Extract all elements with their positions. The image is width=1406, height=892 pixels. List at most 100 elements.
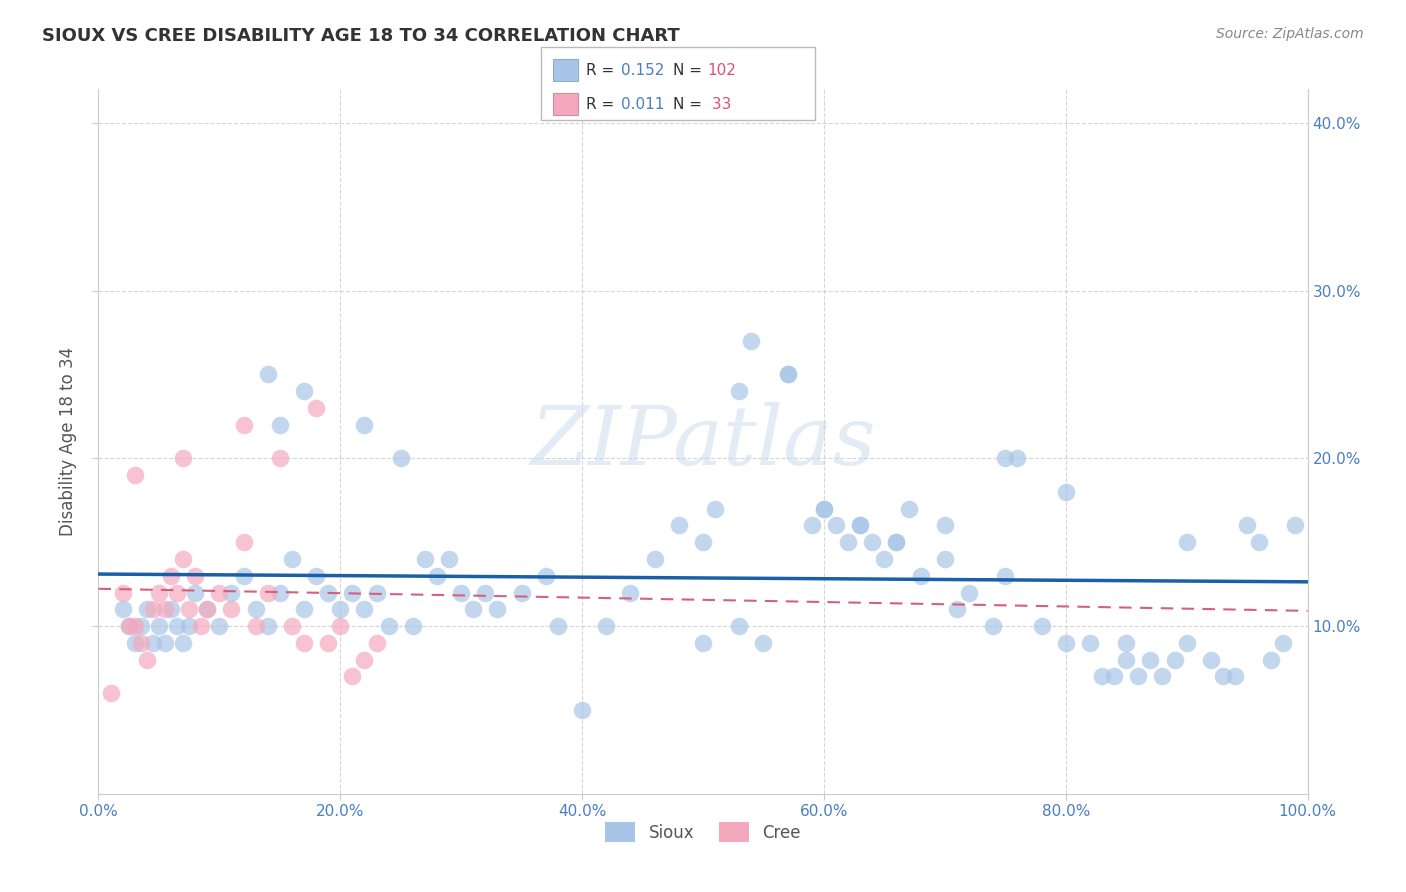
Point <box>692 636 714 650</box>
Point <box>232 535 254 549</box>
Point <box>886 535 908 549</box>
Text: 33: 33 <box>707 97 731 112</box>
Point <box>148 585 170 599</box>
Point <box>389 451 412 466</box>
Point <box>994 568 1017 582</box>
Point <box>668 518 690 533</box>
Point <box>142 636 165 650</box>
Point <box>269 585 291 599</box>
Point <box>342 585 364 599</box>
Point <box>281 619 304 633</box>
Text: 0.011: 0.011 <box>621 97 665 112</box>
Point <box>292 384 315 399</box>
Point <box>135 653 157 667</box>
Text: 0.152: 0.152 <box>621 63 665 78</box>
Point <box>1175 535 1198 549</box>
Text: Source: ZipAtlas.com: Source: ZipAtlas.com <box>1216 27 1364 41</box>
Point <box>221 602 243 616</box>
Point <box>124 636 146 650</box>
Point <box>1078 636 1101 650</box>
Point <box>619 585 641 599</box>
Point <box>837 535 859 549</box>
Point <box>1128 669 1150 683</box>
Point <box>547 619 569 633</box>
Point <box>571 703 593 717</box>
Point <box>1007 451 1029 466</box>
Point <box>886 535 908 549</box>
Point <box>437 552 460 566</box>
Point <box>377 619 399 633</box>
Point <box>1115 653 1137 667</box>
Text: N =: N = <box>673 63 707 78</box>
Point <box>118 619 141 633</box>
Point <box>1054 484 1077 499</box>
Point <box>1199 653 1222 667</box>
Point <box>172 636 194 650</box>
Point <box>232 417 254 432</box>
Point <box>957 585 980 599</box>
Point <box>329 619 352 633</box>
Point <box>269 417 291 432</box>
Text: ZIPatlas: ZIPatlas <box>530 401 876 482</box>
Point <box>166 619 188 633</box>
Point <box>849 518 872 533</box>
Point <box>135 602 157 616</box>
Point <box>305 401 328 415</box>
Point <box>342 669 364 683</box>
Point <box>1152 669 1174 683</box>
Point <box>752 636 775 650</box>
Point <box>426 568 449 582</box>
Point <box>129 619 152 633</box>
Point <box>305 568 328 582</box>
Point <box>450 585 472 599</box>
Point <box>232 568 254 582</box>
Point <box>776 368 799 382</box>
Point <box>474 585 496 599</box>
Point <box>124 619 146 633</box>
Point <box>776 368 799 382</box>
Point <box>353 653 375 667</box>
Text: 102: 102 <box>707 63 737 78</box>
Point <box>111 585 134 599</box>
Point <box>486 602 509 616</box>
Point <box>981 619 1004 633</box>
Point <box>1249 535 1271 549</box>
Point <box>728 619 751 633</box>
Point <box>160 602 183 616</box>
Point <box>1284 518 1306 533</box>
Point <box>329 602 352 616</box>
Text: R =: R = <box>586 63 620 78</box>
Point <box>148 619 170 633</box>
Point <box>1260 653 1282 667</box>
Point <box>740 334 762 348</box>
Point <box>316 636 339 650</box>
Point <box>704 501 727 516</box>
Legend: Sioux, Cree: Sioux, Cree <box>599 815 807 849</box>
Point <box>1223 669 1246 683</box>
Point <box>153 602 176 616</box>
Point <box>221 585 243 599</box>
Point <box>1163 653 1185 667</box>
Point <box>1139 653 1161 667</box>
Point <box>316 585 339 599</box>
Point <box>510 585 533 599</box>
Point <box>1212 669 1234 683</box>
Point <box>195 602 218 616</box>
Point <box>172 552 194 566</box>
Point <box>994 451 1017 466</box>
Point <box>873 552 896 566</box>
Point <box>142 602 165 616</box>
Point <box>534 568 557 582</box>
Point <box>849 518 872 533</box>
Point <box>256 619 278 633</box>
Point <box>190 619 212 633</box>
Point <box>179 602 201 616</box>
Point <box>644 552 666 566</box>
Point <box>413 552 436 566</box>
Point <box>292 602 315 616</box>
Point <box>129 636 152 650</box>
Point <box>366 636 388 650</box>
Point <box>366 585 388 599</box>
Point <box>179 619 201 633</box>
Point <box>910 568 932 582</box>
